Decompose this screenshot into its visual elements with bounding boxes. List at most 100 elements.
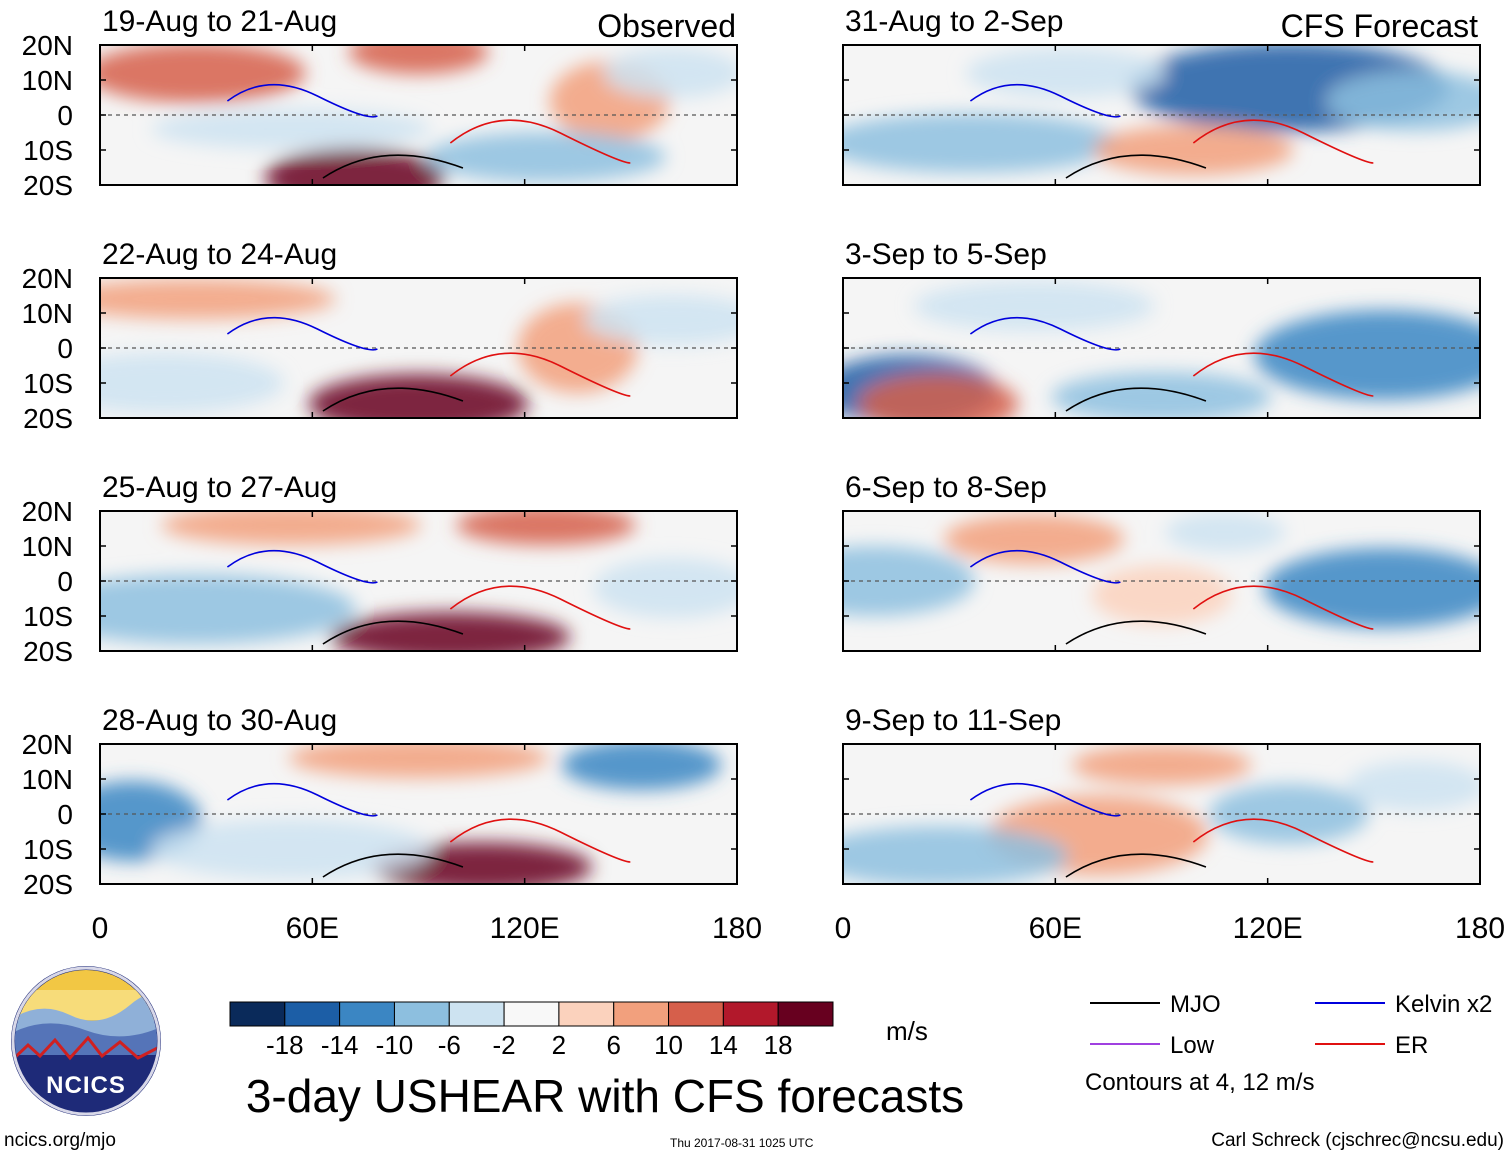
y-tick-label: 10S (23, 834, 73, 865)
shade-blob (944, 514, 1125, 564)
logo-text: NCICS (46, 1072, 126, 1099)
y-tick-label: 0 (57, 333, 73, 364)
y-tick-label: 0 (57, 100, 73, 131)
shade-blob (1051, 372, 1272, 418)
map-panel: 9-Sep to 11-Sep 0 60E 120E 180 (835, 704, 1505, 945)
panel-label: 9-Sep to 11-Sep (845, 704, 1061, 737)
x-tick-label: 120E (490, 912, 560, 945)
contour-line (226, 782, 378, 817)
map-panel: 19-Aug to 21-Aug 20N 10N 0 10S 20S (22, 5, 738, 201)
y-tick-label: 10S (23, 135, 73, 166)
y-tick-label: 10S (23, 601, 73, 632)
x-tick-label: 60E (286, 912, 339, 945)
shading-field (843, 278, 1480, 418)
panel-label: 19-Aug to 21-Aug (102, 5, 337, 38)
map-panel: 25-Aug to 27-Aug 20N 10N 0 10S 20S (22, 471, 738, 667)
colorbar-label: -10 (376, 1030, 414, 1060)
shade-blob (1254, 310, 1480, 400)
x-tick-label: 180 (712, 912, 762, 945)
shading-field (100, 278, 737, 418)
y-tick-label: 10N (22, 298, 73, 329)
contour-line (1065, 387, 1207, 412)
shade-blob (593, 558, 737, 618)
shade-blob (100, 574, 356, 644)
y-tick-label: 20S (23, 869, 73, 900)
legend-note: Contours at 4, 12 m/s (1085, 1069, 1314, 1096)
contour-line (1192, 585, 1374, 630)
shading-field (843, 744, 1480, 884)
legend: MJO Kelvin x2 Low ER (1090, 991, 1492, 1059)
colorbar: -18 -14 -10 -6 -2 2 6 10 14 18 (229, 1001, 834, 1060)
contour-line (1192, 119, 1374, 164)
shading-field (843, 511, 1480, 651)
colorbar-swatch (503, 1001, 560, 1027)
author-credit: Carl Schreck (cjschrec@ncsu.edu) (1211, 1130, 1504, 1151)
shade-blob (843, 546, 975, 616)
colorbar-label: 18 (764, 1030, 793, 1060)
shade-blob (561, 744, 722, 790)
shade-blob (858, 374, 1019, 418)
map-panel: 6-Sep to 8-Sep (842, 471, 1481, 652)
forecast-header: CFS Forecast (1281, 8, 1478, 44)
shading-field (100, 511, 737, 651)
panel-label: 3-Sep to 5-Sep (845, 238, 1047, 271)
contour-line (969, 83, 1121, 118)
panel-label: 22-Aug to 24-Aug (102, 238, 337, 271)
shade-blob (1093, 125, 1294, 175)
contour-line (226, 83, 378, 118)
y-tick-label: 20S (23, 403, 73, 434)
shade-blob (161, 511, 422, 545)
y-tick-label: 0 (57, 566, 73, 597)
colorbar-label: 2 (552, 1030, 566, 1060)
colorbar-swatch (448, 1001, 505, 1027)
legend-label: Kelvin x2 (1395, 991, 1492, 1018)
panel-label: 25-Aug to 27-Aug (102, 471, 337, 504)
contour-line (449, 352, 631, 397)
shade-blob (1208, 784, 1369, 844)
shade-blob (1264, 548, 1480, 628)
shade-blob (348, 45, 489, 74)
map-panel: 3-Sep to 5-Sep (842, 238, 1481, 419)
shade-blob (100, 279, 336, 319)
y-tick-label: 20N (22, 729, 73, 760)
shade-blob (1091, 565, 1232, 625)
contour-line (1192, 352, 1374, 397)
contour-line (449, 119, 631, 164)
colorbar-label: 10 (654, 1030, 683, 1060)
observed-header: Observed (597, 8, 736, 44)
shade-blob (583, 295, 737, 345)
contour-line (322, 154, 464, 179)
map-panel: 28-Aug to 30-Aug 20N 10N 0 10S 20S 0 60E 120E 180 (22, 704, 762, 945)
legend-label: MJO (1170, 991, 1221, 1018)
colorbar-swatch (229, 1001, 286, 1027)
colorbar-label: -6 (438, 1030, 461, 1060)
colorbar-swatch (339, 1001, 395, 1027)
colorbar-label: -2 (493, 1030, 516, 1060)
contour-line (1065, 853, 1207, 878)
y-tick-label: 20N (22, 496, 73, 527)
ncics-logo: NCICS (11, 966, 161, 1116)
shade-blob (100, 353, 284, 413)
shade-blob (455, 511, 636, 545)
shading-field (100, 744, 737, 884)
colorbar-swatch (284, 1001, 341, 1027)
y-tick-label: 10N (22, 764, 73, 795)
shade-blob (1165, 512, 1286, 552)
shade-blob (1346, 761, 1480, 811)
y-tick-label: 10S (23, 368, 73, 399)
shade-blob (308, 374, 529, 418)
contour-line (322, 387, 464, 412)
y-tick-label: 0 (57, 799, 73, 830)
contour-line (969, 316, 1121, 351)
contour-line (322, 853, 464, 878)
shade-blob (264, 148, 445, 185)
shade-blob (1326, 71, 1480, 131)
shade-blob (914, 281, 1155, 331)
panel-label: 28-Aug to 30-Aug (102, 704, 337, 737)
timestamp: Thu 2017-08-31 1025 UTC (670, 1136, 814, 1150)
shade-blob (330, 612, 571, 651)
y-tick-label: 20N (22, 263, 73, 294)
shade-blob (843, 826, 1069, 884)
colorbar-label: 14 (709, 1030, 738, 1060)
